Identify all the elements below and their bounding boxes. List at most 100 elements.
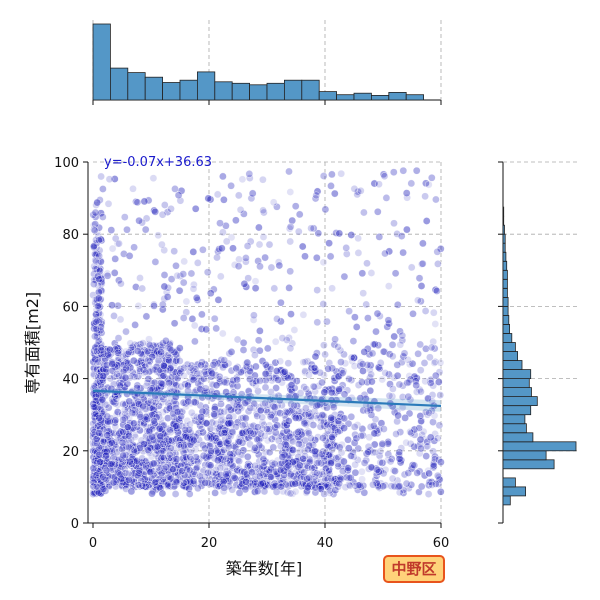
scatter-point xyxy=(278,453,287,461)
y-hist-bar xyxy=(502,314,510,325)
scatter-point xyxy=(184,397,192,406)
scatter-point xyxy=(410,461,419,470)
scatter-point xyxy=(256,327,264,335)
scatter-point xyxy=(235,489,244,497)
scatter-point xyxy=(261,369,270,378)
scatter-point xyxy=(91,256,100,265)
scatter-point xyxy=(102,466,111,475)
scatter-point xyxy=(346,481,354,490)
scatter-point xyxy=(160,271,169,279)
scatter-point xyxy=(277,298,285,307)
scatter-point xyxy=(409,309,417,318)
x-tick-label: 60 xyxy=(433,536,450,551)
scatter-point xyxy=(304,445,312,454)
y-tick-label: 80 xyxy=(62,228,79,243)
scatter-point xyxy=(139,420,148,429)
scatter-point xyxy=(133,347,142,355)
scatter-point xyxy=(291,414,300,422)
scatter-point xyxy=(359,289,368,298)
scatter-point xyxy=(230,473,239,482)
scatter-point xyxy=(335,479,343,488)
scatter-point xyxy=(437,458,445,467)
scatter-point xyxy=(199,451,208,460)
scatter-point xyxy=(261,253,269,262)
scatter-point xyxy=(414,349,422,358)
scatter-point xyxy=(421,307,430,315)
scatter-point xyxy=(399,248,407,257)
scatter-point xyxy=(294,227,303,236)
scatter-point xyxy=(135,216,143,225)
scatter-point xyxy=(372,327,380,336)
scatter-point xyxy=(172,261,180,270)
scatter-point xyxy=(234,448,243,457)
scatter-point xyxy=(175,286,184,295)
scatter-point xyxy=(92,318,100,326)
scatter-point xyxy=(299,454,307,463)
scatter-point xyxy=(165,450,174,459)
scatter-point xyxy=(269,443,278,452)
scatter-point xyxy=(286,237,295,246)
scatter-point xyxy=(310,383,319,391)
scatter-point xyxy=(328,433,336,441)
scatter-point xyxy=(123,225,131,234)
x-hist-bar xyxy=(353,92,372,101)
scatter-point xyxy=(95,236,103,244)
scatter-point xyxy=(182,432,190,441)
y-hist-bar xyxy=(502,242,506,253)
x-axis-label: 築年数[年] xyxy=(226,559,303,578)
scatter-point xyxy=(287,310,295,318)
scatter-point xyxy=(159,361,168,370)
scatter-point xyxy=(94,294,103,303)
scatter-point xyxy=(211,489,219,497)
scatter-point xyxy=(189,436,198,445)
scatter-point xyxy=(142,381,151,390)
scatter-point xyxy=(99,485,108,493)
scatter-point xyxy=(431,320,440,328)
y-hist-bar xyxy=(502,414,526,425)
scatter-point xyxy=(166,344,174,353)
scatter-point xyxy=(234,401,243,410)
scatter-point xyxy=(99,372,107,381)
y-tick-label: 60 xyxy=(62,300,79,315)
scatter-point xyxy=(395,448,404,456)
scatter-point xyxy=(93,487,102,496)
scatter-point xyxy=(403,225,411,234)
scatter-point xyxy=(206,289,215,298)
scatter-point xyxy=(253,487,262,496)
scatter-point xyxy=(111,255,119,263)
x-hist-bar xyxy=(196,71,216,101)
scatter-point xyxy=(285,167,293,176)
scatter-point xyxy=(160,201,169,209)
scatter-point xyxy=(328,170,336,179)
x-hist-bar xyxy=(370,95,390,101)
scatter-point xyxy=(335,229,344,238)
scatter-point xyxy=(362,300,371,309)
scatter-point xyxy=(340,272,349,281)
scatter-point xyxy=(116,470,125,479)
y-hist-bar xyxy=(502,441,577,452)
scatter-point xyxy=(222,470,230,479)
scatter-point xyxy=(340,424,348,432)
scatter-point xyxy=(220,484,228,492)
scatter-point xyxy=(113,370,121,378)
scatter-point xyxy=(289,446,297,454)
scatter-point xyxy=(325,239,333,247)
scatter-point xyxy=(276,442,285,450)
scatter-point xyxy=(338,369,347,377)
scatter-point xyxy=(245,170,254,178)
scatter-point xyxy=(263,408,272,416)
scatter-point xyxy=(110,269,119,277)
scatter-point xyxy=(393,371,402,380)
scatter-point xyxy=(95,252,103,260)
scatter-point xyxy=(344,435,352,444)
y-hist-bar xyxy=(502,351,519,361)
scatter-point xyxy=(320,341,328,350)
scatter-point xyxy=(334,428,342,436)
scatter-point xyxy=(321,350,329,359)
scatter-point xyxy=(155,424,164,433)
scatter-point xyxy=(311,483,320,492)
scatter-point xyxy=(220,407,228,416)
scatter-point xyxy=(228,427,237,436)
scatter-point xyxy=(160,464,169,473)
scatter-point xyxy=(380,425,388,433)
